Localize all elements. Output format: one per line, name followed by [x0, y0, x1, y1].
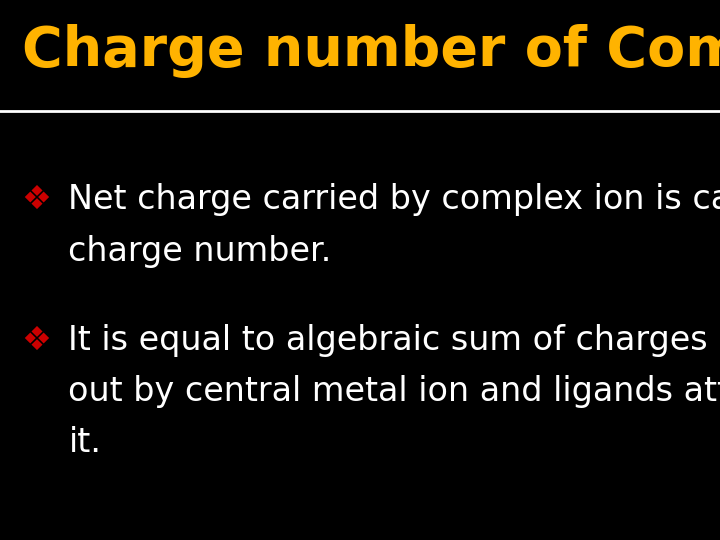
Text: charge number.: charge number.: [68, 234, 332, 268]
Text: ❖: ❖: [22, 183, 51, 217]
Text: It is equal to algebraic sum of charges carried: It is equal to algebraic sum of charges …: [68, 323, 720, 357]
Text: it.: it.: [68, 426, 102, 460]
Text: Net charge carried by complex ion is called its: Net charge carried by complex ion is cal…: [68, 183, 720, 217]
Text: Charge number of Complex ion: Charge number of Complex ion: [22, 24, 720, 78]
Text: out by central metal ion and ligands attached to: out by central metal ion and ligands att…: [68, 375, 720, 408]
Text: ❖: ❖: [22, 323, 51, 357]
